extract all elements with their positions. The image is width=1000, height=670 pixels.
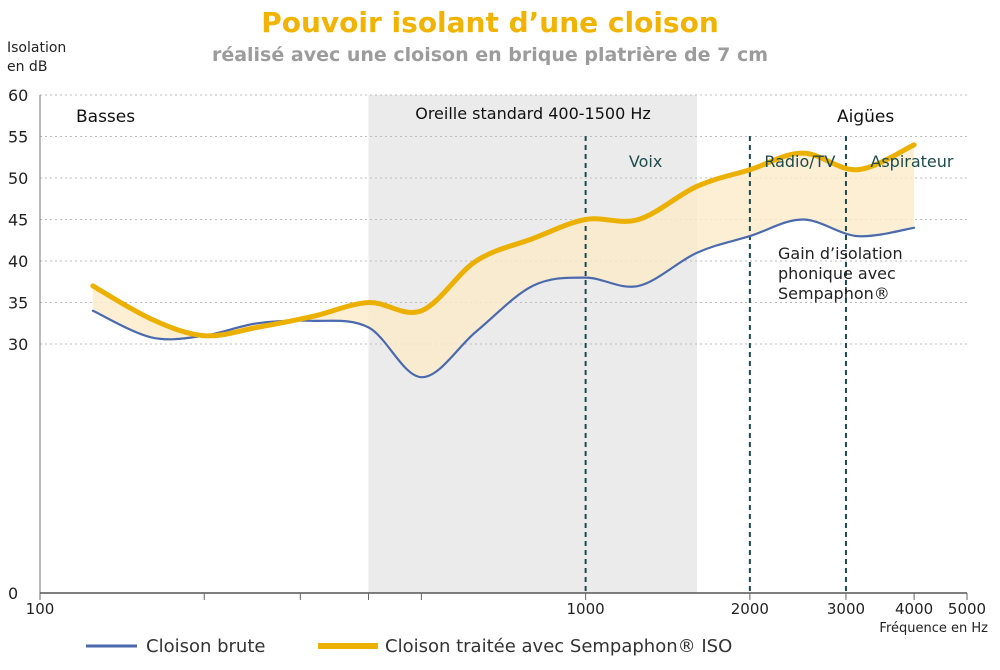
series-layer (90, 142, 917, 379)
series-line-cloison-brute (91, 218, 916, 379)
chart-subtitle: réalisé avec une cloison en brique platr… (211, 44, 769, 66)
marker-label-2000: Radio/TV (764, 152, 835, 171)
y-axis-label-line1: Isolation (7, 40, 66, 56)
gain-label-line2: phonique avec (778, 264, 896, 283)
gain-label-line1: Gain d’isolation (778, 244, 903, 263)
band-label: Oreille standard 400-1500 Hz (415, 104, 651, 123)
x-tick-label-2000: 2000 (731, 600, 769, 618)
gain-fill-layer (92, 144, 915, 378)
y-tick-label-0: 0 (8, 584, 18, 603)
marker-label-1000: Voix (629, 152, 662, 171)
series-line-cloison-traitee (90, 142, 917, 339)
y-tick-label-35: 35 (8, 294, 28, 313)
x-tick-label-5000: 5000 (948, 600, 986, 618)
x-axis-label: Fréquence en Hz (879, 621, 988, 636)
legend-label-traitee: Cloison traitée avec Sempaphon® ISO (385, 636, 732, 657)
x-tick-label-100: 100 (26, 600, 55, 618)
y-tick-label-55: 55 (8, 128, 28, 147)
label-basses: Basses (76, 107, 135, 127)
x-tick-label-3000: 3000 (827, 600, 865, 618)
y-tick-label-30: 30 (8, 335, 28, 354)
text-layer: 0 30 35 40 45 50 55 60 100 1000 2000 3000 4000 5000 Vo… (8, 86, 986, 618)
y-tick-label-45: 45 (8, 211, 28, 230)
x-tick-label-4000: 4000 (895, 600, 933, 618)
y-axis-label-line2: en dB (7, 59, 47, 75)
legend-label-brute: Cloison brute (146, 636, 265, 657)
label-aigues: Aigües (837, 107, 894, 127)
gain-area (92, 144, 915, 378)
chart-title: Pouvoir isolant d’une cloison (261, 6, 719, 39)
y-tick-label-40: 40 (8, 252, 28, 271)
axes-layer (39, 95, 968, 600)
marker-label-3000: Aspirateur (870, 152, 954, 171)
marker-layer (584, 136, 847, 593)
gain-label-line3: Sempaphon® (778, 284, 890, 303)
x-tick-label-1000: 1000 (567, 600, 605, 618)
y-tick-label-50: 50 (8, 169, 28, 188)
y-tick-label-60: 60 (8, 86, 28, 105)
